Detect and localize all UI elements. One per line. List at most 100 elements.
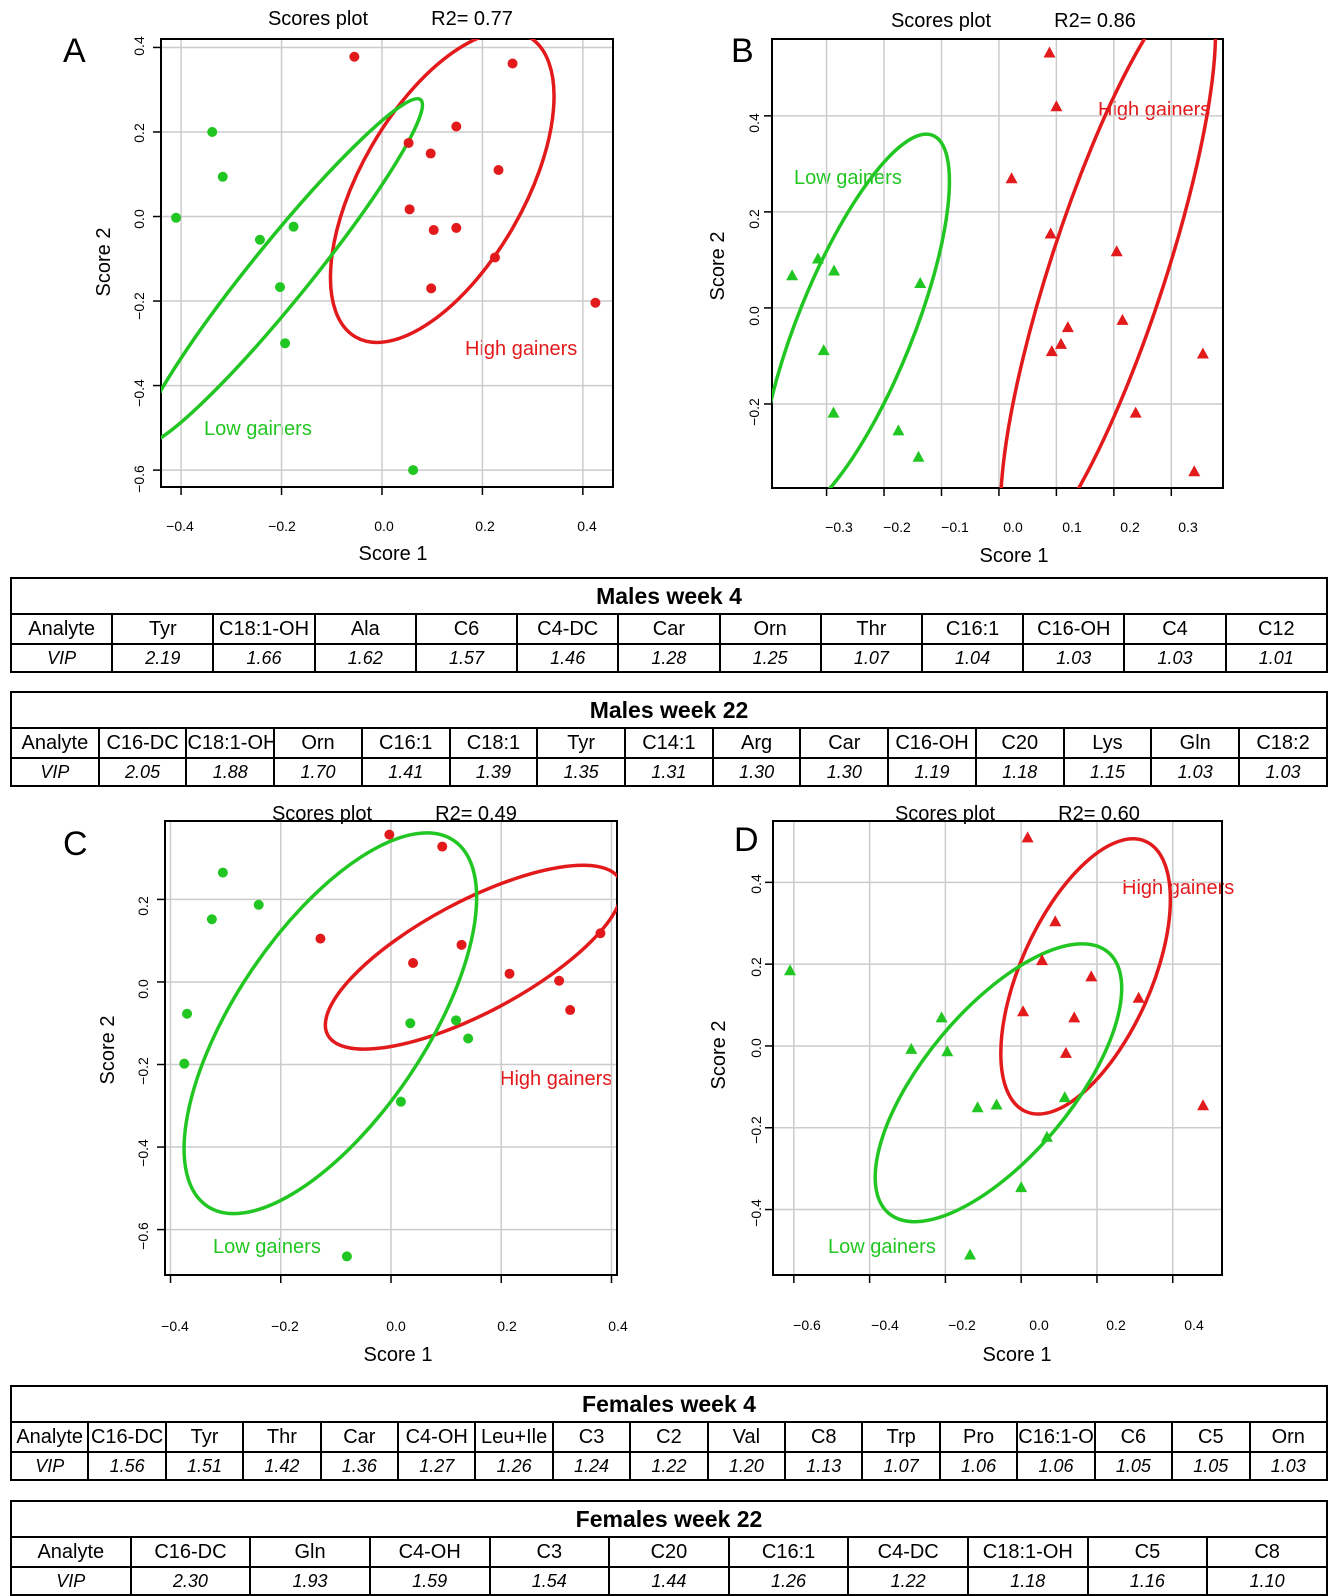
high-gainer-point <box>504 968 515 979</box>
tick-marks <box>157 898 613 1283</box>
vip-cell: 1.18 <box>967 1566 1089 1596</box>
r2-label: R2= 0.60 <box>1058 803 1140 825</box>
vip-table-females-week-4: Females week 4 Analyte C16-DC Tyr Thr Ca… <box>9 1385 1328 1481</box>
high-gainer-point <box>451 222 462 233</box>
vip-cell: 1.88 <box>185 757 276 787</box>
vip-cell: 1.03 <box>1022 643 1126 673</box>
vip-cell: 1.26 <box>474 1451 554 1481</box>
vip-cell: 1.41 <box>360 757 451 787</box>
vip-cell: 1.25 <box>718 643 822 673</box>
vip-cell: 2.19 <box>111 643 215 673</box>
vip-cell: 1.27 <box>397 1451 477 1481</box>
scores-plot-d-svg: D Scores plot R2= 0.60 Score 1 Score 2 −… <box>708 803 1234 1366</box>
high-gainer-point <box>1043 46 1056 58</box>
analyte-cell: C16:1 <box>920 613 1025 645</box>
panel-letter: C <box>63 825 88 863</box>
data-points <box>786 46 1209 477</box>
panel-letter: A <box>63 32 86 70</box>
scores-plot-a-svg: A Scores plot R2= 0.77 Score 1 Score 2 −… <box>63 8 614 565</box>
row-label-vip: VIP <box>10 757 100 787</box>
table-title: Females week 22 <box>10 1500 1328 1538</box>
vip-table-males-week-4: Males week 4 Analyte Tyr C18:1-OH Ala C6… <box>9 577 1329 673</box>
vip-cell: 2.30 <box>129 1566 252 1596</box>
analyte-cell: C14:1 <box>624 727 714 759</box>
low-gainer-point <box>395 1096 406 1107</box>
grid-lines <box>773 821 1222 1275</box>
high-gainers-label: High gainers <box>1098 99 1210 121</box>
high-gainer-point <box>1045 345 1058 357</box>
low-gainer-point <box>408 465 419 476</box>
high-gainer-point <box>1050 100 1063 112</box>
analyte-cell: C20 <box>974 727 1065 759</box>
analyte-cell: C16-DC <box>97 727 188 759</box>
high-gainer-point <box>404 204 415 215</box>
x-tick-label: 0.1 <box>1062 519 1082 535</box>
high-gainer-point <box>315 933 326 944</box>
vip-cell: 1.36 <box>319 1451 400 1481</box>
y-tick-label: 0.0 <box>746 306 762 326</box>
vip-cell: 1.54 <box>488 1566 611 1596</box>
low-gainer-point <box>182 1008 193 1019</box>
scores-plot-d: D Scores plot R2= 0.60 Score 1 Score 2 −… <box>666 795 1332 1366</box>
low-gainer-point <box>288 221 299 232</box>
high-gainer-point <box>1049 915 1062 927</box>
high-gainer-point <box>1196 347 1209 359</box>
vip-table-males-week-22: Males week 22 Analyte C16-DC C18:1-OH Or… <box>10 691 1328 787</box>
low-gainer-point <box>207 126 218 137</box>
x-axis-label: Score 1 <box>359 543 428 565</box>
vip-cell: 1.51 <box>164 1451 245 1481</box>
analyte-cell: C16-OH <box>887 727 977 759</box>
low-gainer-point <box>217 171 228 182</box>
vip-cell: 1.04 <box>920 643 1025 673</box>
row-label-analyte: Analyte <box>9 1421 90 1453</box>
low-gainer-point <box>405 1018 416 1029</box>
y-tick-label: −0.6 <box>135 1222 151 1250</box>
y-axis-label: Score 2 <box>97 1016 119 1085</box>
high-gainer-point <box>428 225 439 236</box>
high-gainer-point <box>456 939 467 950</box>
y-ticks: −0.6 −0.4 −0.2 0.0 0.2 0.4 <box>131 36 147 493</box>
high-gainer-point <box>1005 172 1018 184</box>
low-gainer-point <box>1058 1091 1071 1103</box>
high-gainers-ellipse <box>328 39 556 345</box>
vip-cell: 1.22 <box>629 1451 709 1481</box>
low-gainer-point <box>811 252 824 264</box>
high-gainer-point <box>489 252 500 263</box>
low-gainers-label: Low gainers <box>204 418 312 440</box>
vip-cell: 1.66 <box>212 643 316 673</box>
x-axis-label: Score 1 <box>980 545 1049 567</box>
y-tick-label: −0.4 <box>748 1199 764 1227</box>
analyte-cell: Gln <box>249 1536 371 1568</box>
scores-plot-c: C Scores plot R2= 0.49 Score 1 Score 2 −… <box>0 795 666 1366</box>
analyte-cell: C3 <box>551 1421 632 1453</box>
vip-cell: 1.31 <box>624 757 714 787</box>
vip-cell: 1.70 <box>273 757 363 787</box>
low-gainer-point <box>941 1045 954 1057</box>
high-gainer-point <box>1044 227 1057 239</box>
high-gainer-point <box>426 283 437 294</box>
high-gainer-point <box>1054 337 1067 349</box>
vip-cell: 1.03 <box>1150 757 1241 787</box>
vip-cell: 1.03 <box>1123 643 1227 673</box>
analyte-cell: C16-OH <box>1022 613 1126 645</box>
low-gainers-ellipse <box>161 96 425 446</box>
low-gainer-point <box>275 282 286 293</box>
low-gainers-label: Low gainers <box>794 167 902 189</box>
high-gainer-point <box>1129 406 1142 418</box>
high-gainer-point <box>1132 991 1145 1003</box>
table-title: Males week 22 <box>10 691 1328 729</box>
x-ticks: −0.4 −0.2 0.0 0.2 0.4 <box>161 1318 628 1334</box>
vip-cell: 2.05 <box>97 757 188 787</box>
scores-plot-a: A Scores plot R2= 0.77 Score 1 Score 2 −… <box>0 0 666 565</box>
low-gainer-point <box>971 1101 984 1113</box>
plot-frame <box>772 820 1223 1276</box>
y-ticks: −0.2 0.0 0.2 0.4 <box>746 113 762 426</box>
analyte-cell: C8 <box>784 1421 864 1453</box>
high-gainer-point <box>349 51 360 62</box>
low-gainers-ellipse <box>772 132 952 488</box>
low-gainer-point <box>1040 1130 1053 1142</box>
analyte-cell: C5 <box>1171 1421 1251 1453</box>
y-tick-label: 0.2 <box>135 896 151 916</box>
vip-cell: 1.19 <box>887 757 977 787</box>
vip-cell: 1.57 <box>414 643 519 673</box>
